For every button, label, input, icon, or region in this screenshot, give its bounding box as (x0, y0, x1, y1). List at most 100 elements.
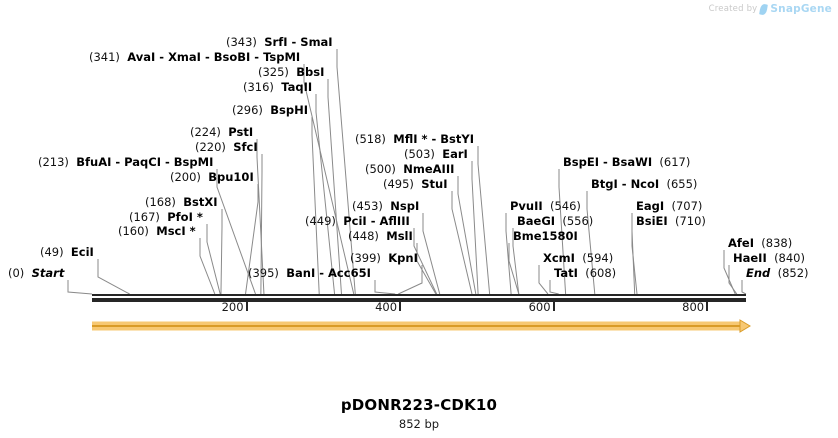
enzyme-position: (224) (190, 125, 221, 139)
enzyme-site-label-nspi[interactable]: (453) NspI (352, 200, 419, 213)
enzyme-site-label-pvuii[interactable]: PvuII (546) (510, 200, 581, 213)
enzyme-site-label-baegi[interactable]: BaeGI (556) (517, 215, 593, 228)
enzyme-position: (325) (258, 65, 289, 79)
leader-line-baegi (512, 228, 520, 295)
enzyme-position: (448) (348, 229, 379, 243)
leader-line-psti (256, 139, 265, 295)
enzyme-position: (449) (305, 214, 336, 228)
enzyme-site-label-ecii[interactable]: (49) EciI (40, 246, 94, 259)
enzyme-site-label-srfi[interactable]: (343) SrfI - SmaI (226, 36, 333, 49)
enzyme-site-label-psti[interactable]: (224) PstI (190, 126, 253, 139)
leader-line-taqii (315, 94, 336, 295)
enzyme-name: Bpu10I (208, 170, 254, 184)
enzyme-name-separator: - (598, 155, 612, 169)
enzyme-site-label-sfci[interactable]: (220) SfcI (195, 141, 258, 154)
ruler-tick (552, 302, 555, 311)
enzyme-position: (518) (355, 132, 386, 146)
ruler-tick-label: 600 (528, 300, 551, 314)
enzyme-position: (852) (777, 266, 809, 280)
enzyme-position: (200) (170, 170, 201, 184)
enzyme-site-label-end[interactable]: End (852) (746, 267, 809, 280)
watermark-created-by-label: Created by (708, 4, 758, 14)
enzyme-site-label-bpu10i[interactable]: (200) Bpu10I (170, 171, 254, 184)
enzyme-name: BaeGI (517, 214, 556, 228)
enzyme-name: EarI (442, 147, 468, 161)
leader-line-srfi (336, 49, 356, 295)
enzyme-site-label-bbsi[interactable]: (325) BbsI (258, 66, 324, 79)
enzyme-name: KpnI (388, 251, 418, 265)
enzyme-site-label-taqii[interactable]: (316) TaqII (243, 81, 312, 94)
enzyme-name: StuI (421, 177, 448, 191)
enzyme-name: BspHI (270, 103, 308, 117)
enzyme-site-label-xcmi[interactable]: XcmI (594) (543, 252, 613, 265)
enzyme-site-label-bani[interactable]: (395) BanI - Acc65I (248, 267, 371, 280)
enzyme-site-label-stui[interactable]: (495) StuI (383, 178, 448, 191)
leader-line-pvuii (505, 213, 512, 295)
enzyme-site-label-haeii[interactable]: HaeII (840) (733, 252, 805, 265)
leader-line-eari (471, 161, 479, 295)
enzyme-name: MflI * (393, 132, 428, 146)
leader-line-bfuai (216, 169, 256, 295)
enzyme-position: (594) (582, 251, 614, 265)
enzyme-site-label-eagi[interactable]: EagI (707) (636, 200, 702, 213)
enzyme-site-label-afei[interactable]: AfeI (838) (728, 237, 792, 250)
enzyme-position: (296) (232, 103, 263, 117)
enzyme-site-label-eari[interactable]: (503) EarI (404, 148, 468, 161)
leader-line-bsphi (311, 117, 320, 295)
enzyme-name: PfoI * (167, 210, 203, 224)
map-title-block: pDONR223-CDK10 852 bp (0, 396, 838, 431)
enzyme-name: BtgI (591, 177, 618, 191)
enzyme-site-label-bme1580i[interactable]: Bme1580I (513, 230, 578, 243)
sequence-backbone-top-line (92, 294, 746, 296)
enzyme-name: HaeII (733, 251, 767, 265)
enzyme-name: Bme1580I (513, 229, 578, 243)
leader-line-pfoi (206, 224, 221, 295)
ruler-tick (399, 302, 402, 311)
enzyme-site-label-mfli[interactable]: (518) MflI * - BstYI (355, 133, 474, 146)
ruler-tick (245, 302, 248, 311)
enzyme-site-label-msci[interactable]: (160) MscI * (118, 225, 196, 238)
enzyme-name: BstXI (183, 195, 218, 209)
enzyme-name: MslI (386, 229, 413, 243)
enzyme-site-label-bfuai[interactable]: (213) BfuAI - PaqCI - BspMI (38, 156, 213, 169)
sequence-backbone-bottom-line (92, 298, 746, 302)
enzyme-position: (707) (671, 199, 703, 213)
enzyme-position: (556) (562, 214, 594, 228)
enzyme-site-label-bspei[interactable]: BspEI - BsaWI (617) (563, 156, 690, 169)
enzyme-site-label-start[interactable]: (0) Start (8, 267, 64, 280)
enzyme-site-label-nmeaiii[interactable]: (500) NmeAIII (365, 163, 454, 176)
enzyme-name-separator: - (161, 155, 174, 169)
enzyme-name: BspMI (173, 155, 214, 169)
enzyme-name: Acc65I (328, 266, 371, 280)
leader-line-mfli (477, 146, 491, 295)
enzyme-site-label-tati[interactable]: TatI (608) (554, 267, 616, 280)
enzyme-site-label-bsphi[interactable]: (296) BspHI (232, 104, 308, 117)
leader-line-nmeaiii (457, 176, 477, 295)
orf-direction-arrow (92, 319, 751, 333)
leader-line-xcmi (538, 265, 549, 295)
enzyme-name-separator: - (200, 50, 214, 64)
enzyme-site-label-pcii[interactable]: (449) PciI - AflIII (305, 215, 410, 228)
enzyme-position: (655) (666, 177, 698, 191)
enzyme-site-label-msli[interactable]: (448) MslI (348, 230, 413, 243)
leader-line-btgi (586, 191, 596, 295)
enzyme-site-label-bstxi[interactable]: (168) BstXI (145, 196, 218, 209)
ruler-tick (706, 302, 709, 311)
enzyme-name: BsaWI (611, 155, 653, 169)
leader-line-kpni (398, 265, 423, 295)
enzyme-site-label-kpni[interactable]: (399) KpnI (350, 252, 418, 265)
enzyme-name: TspMI (263, 50, 301, 64)
ruler-tick-label: 800 (682, 300, 705, 314)
enzyme-name: BsiEI (636, 214, 668, 228)
enzyme-site-label-avai[interactable]: (341) AvaI - XmaI - BsoBI - TspMI (89, 51, 300, 64)
enzyme-name: MscI * (156, 224, 196, 238)
enzyme-site-label-bsiei[interactable]: BsiEI (710) (636, 215, 706, 228)
enzyme-position: (453) (352, 199, 383, 213)
leader-line-nspi (422, 213, 441, 295)
enzyme-position: (395) (248, 266, 279, 280)
enzyme-site-label-pfoi[interactable]: (167) PfoI * (129, 211, 203, 224)
enzyme-name: AflIII (379, 214, 410, 228)
enzyme-position: (341) (89, 50, 120, 64)
enzyme-site-label-btgi[interactable]: BtgI - NcoI (655) (591, 178, 697, 191)
enzyme-name: BbsI (296, 65, 325, 79)
